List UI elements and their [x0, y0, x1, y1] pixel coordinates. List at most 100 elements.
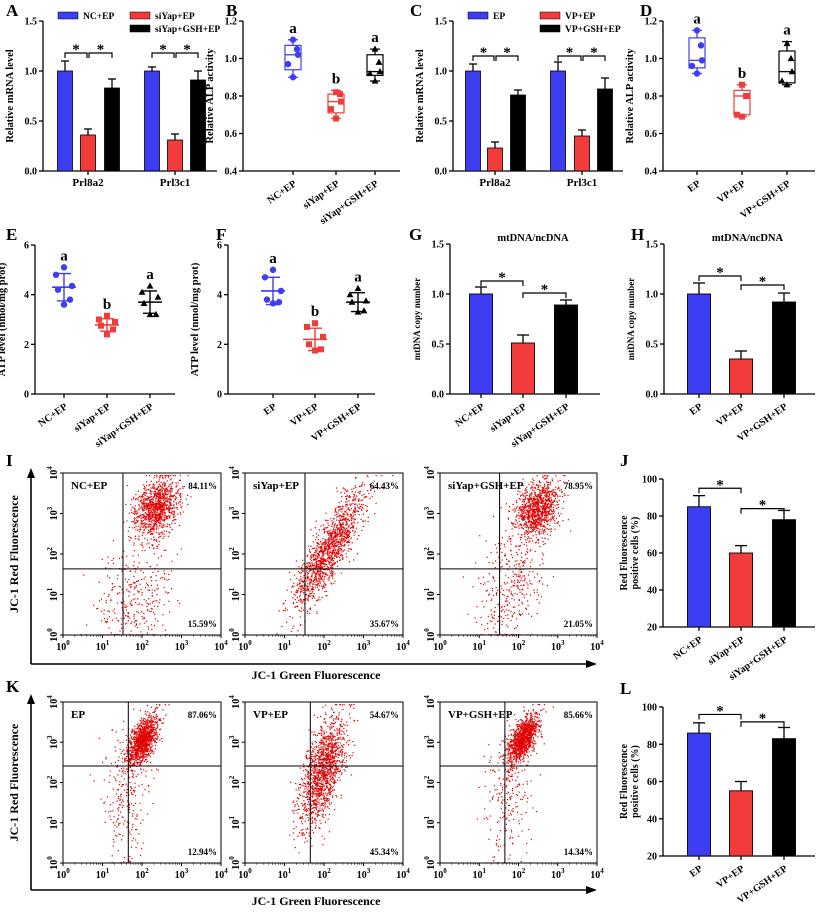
cell-event: [534, 521, 536, 523]
significance-bracket: [698, 713, 742, 720]
cell-event: [174, 507, 176, 509]
cell-event: [316, 580, 318, 582]
bar-siyap-gsh-ep: [190, 79, 206, 172]
cell-event: [319, 569, 321, 571]
cell-event: [307, 610, 309, 612]
cell-event: [325, 539, 327, 541]
cell-event: [355, 518, 357, 520]
tick-exponent: 1: [46, 587, 54, 591]
cell-event: [523, 518, 525, 520]
significance-star: *: [541, 282, 549, 298]
cell-event: [333, 540, 335, 542]
cell-event: [343, 538, 345, 540]
cell-event: [318, 563, 320, 565]
cell-event: [514, 593, 516, 595]
cell-event: [359, 505, 361, 508]
cell-event: [321, 565, 323, 567]
cell-event: [367, 476, 369, 478]
cell-event: [546, 481, 548, 483]
cell-event: [337, 506, 339, 508]
cell-event: [162, 495, 164, 497]
cell-event: [331, 522, 334, 525]
cell-event: [141, 523, 143, 525]
cell-event: [534, 491, 536, 494]
cell-event: [509, 589, 511, 591]
cell-event: [538, 501, 540, 503]
cell-event: [328, 561, 330, 563]
cell-event: [522, 493, 524, 495]
cell-event: [154, 513, 156, 515]
cell-event: [171, 512, 173, 514]
cell-event: [333, 542, 335, 545]
cell-event: [140, 525, 142, 527]
y-axis-title: mtDNA copy number: [412, 278, 422, 361]
cell-event: [543, 519, 545, 521]
cell-event: [164, 491, 166, 494]
cell-event: [126, 760, 128, 762]
cell-event: [302, 589, 304, 592]
cell-event: [341, 529, 344, 531]
cell-event: [550, 528, 553, 530]
cell-event: [128, 584, 130, 586]
cell-event: [524, 580, 526, 582]
cell-event: [318, 589, 320, 591]
cell-event: [507, 577, 509, 579]
cell-event: [322, 551, 324, 553]
cell-event: [119, 630, 121, 632]
cell-event: [505, 615, 507, 617]
cell-event: [511, 615, 513, 617]
cell-event: [537, 486, 539, 489]
cell-event: [149, 733, 151, 735]
cell-event: [168, 531, 170, 533]
cell-event: [319, 546, 322, 548]
cell-event: [334, 531, 336, 533]
y-tick-label: 1.5: [646, 240, 659, 251]
significance-star: *: [590, 45, 598, 61]
cell-event: [351, 488, 353, 490]
cell-event: [155, 520, 157, 523]
cell-event: [323, 578, 325, 580]
cell-event: [326, 553, 328, 555]
cell-event: [285, 607, 287, 609]
cell-event: [148, 516, 150, 518]
cell-event: [182, 486, 184, 488]
cell-event: [327, 542, 329, 544]
cell-event: [159, 493, 161, 495]
cell-event: [540, 520, 542, 522]
data-point: [263, 296, 271, 303]
cell-event: [144, 522, 146, 524]
panel-letter-e: E: [6, 225, 17, 244]
cell-event: [526, 505, 528, 507]
cell-event: [524, 534, 526, 536]
cell-event: [129, 855, 131, 858]
cell-event: [168, 510, 170, 512]
x-tick-label: EP: [262, 401, 279, 417]
cell-event: [116, 602, 119, 604]
cell-event: [291, 586, 293, 588]
cell-event: [543, 507, 545, 509]
cell-event: [159, 508, 161, 510]
cell-event: [148, 507, 150, 509]
cell-event: [544, 519, 546, 521]
cell-event: [106, 575, 109, 577]
data-point: [269, 266, 277, 274]
tick-base: 10: [590, 642, 600, 653]
cell-event: [157, 587, 159, 589]
cell-event: [484, 629, 486, 631]
cell-event: [338, 508, 340, 511]
cell-event: [526, 516, 528, 518]
cell-event: [346, 534, 348, 536]
cell-event: [517, 553, 519, 556]
cell-event: [542, 552, 544, 554]
cell-event: [501, 620, 503, 622]
cell-event: [511, 522, 513, 524]
cell-event: [172, 495, 174, 497]
data-point: [304, 323, 310, 330]
cell-event: [548, 498, 550, 500]
cell-event: [301, 602, 303, 604]
cell-event: [135, 585, 137, 587]
cell-event: [554, 491, 556, 493]
cell-event: [176, 492, 178, 494]
cell-event: [526, 548, 528, 550]
cell-event: [351, 542, 353, 544]
